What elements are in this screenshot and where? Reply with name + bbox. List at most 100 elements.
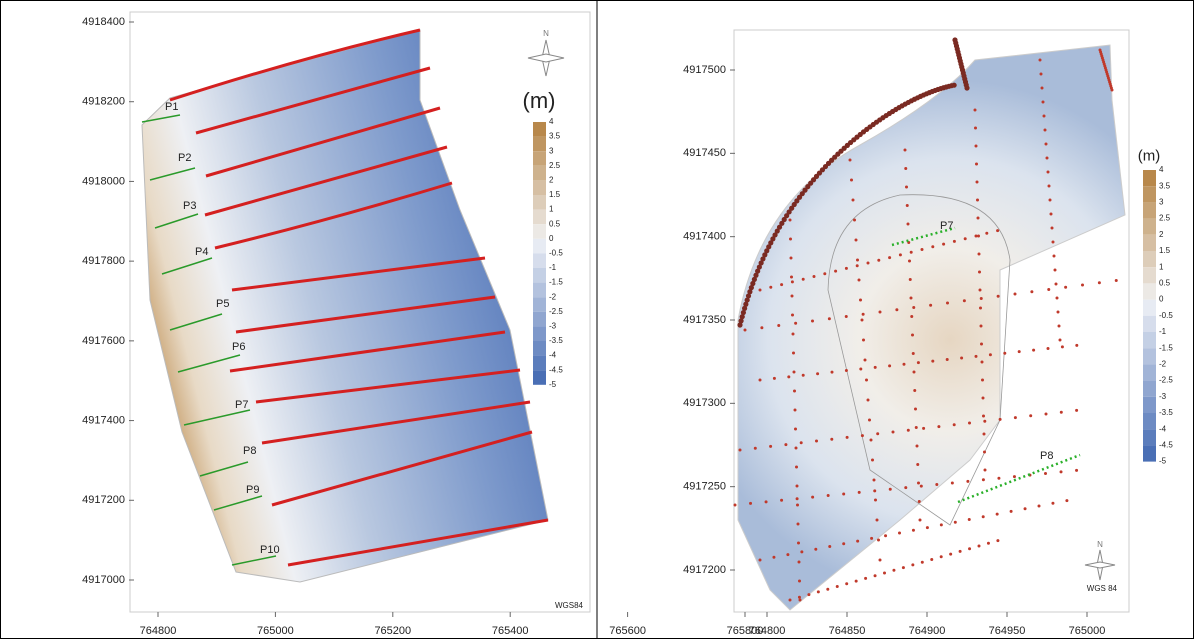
survey-point [978,253,981,256]
legend-label: -1 [1159,327,1167,336]
survey-point [949,553,952,556]
survey-point [1052,241,1055,244]
survey-point [888,364,891,367]
legend-label: 3 [549,146,554,155]
survey-point [749,502,752,505]
legend-label: -5 [549,380,557,389]
survey-point [842,492,845,495]
survey-point [759,379,762,382]
legend-label: 0 [1159,295,1164,304]
survey-point [790,257,793,260]
profile-label: P1 [165,101,178,113]
survey-point [855,239,858,242]
legend-swatch [533,326,546,341]
survey-point [937,425,940,428]
survey-point [918,500,921,503]
survey-point [802,374,805,377]
survey-point [974,109,977,112]
survey-point [856,259,859,262]
survey-point [845,369,848,372]
survey-point [813,275,816,278]
survey-point [914,408,917,411]
survey-point [1060,470,1063,473]
x-tick-label: 764900 [909,625,946,637]
survey-point [922,427,925,430]
survey-point [926,526,929,529]
legend-swatch [1143,267,1156,283]
survey-point [1044,472,1047,475]
legend-title: (m) [523,88,556,113]
legend-label: -2.5 [549,307,563,316]
survey-point [1055,283,1058,286]
profile-label: P4 [195,246,208,258]
survey-point [1024,507,1027,510]
legend-label: 2 [1159,230,1164,239]
survey-point [904,149,907,152]
survey-point [911,334,914,337]
profile-label: P9 [246,484,259,496]
survey-point [1010,510,1013,513]
survey-point [946,358,949,361]
legend-label: 1.5 [1159,246,1171,255]
survey-point [906,204,909,207]
profile-label: P5 [216,298,229,310]
legend-label: -3 [549,322,557,331]
survey-point [1060,411,1063,414]
survey-point [772,556,775,559]
survey-point [917,361,920,364]
survey-point [895,308,898,311]
legend-label: 2.5 [549,161,561,170]
survey-point [982,415,985,418]
survey-point [913,371,916,374]
survey-point [874,499,877,502]
survey-point [1115,279,1118,282]
legend-label: -5 [1159,457,1167,466]
profile-label: P10 [260,544,280,556]
x-tick-label: 764800 [140,625,177,637]
legend-swatch [533,166,546,181]
legend-swatch [1143,397,1156,413]
survey-point [1049,199,1052,202]
survey-point [867,399,870,402]
survey-point [963,299,966,302]
survey-point [935,483,938,486]
survey-point [830,438,833,441]
coast-point [952,83,957,88]
legend-label: -3 [1159,392,1167,401]
legend-label: 4 [549,117,554,126]
legend-swatch [1143,186,1156,202]
survey-point [977,217,980,220]
survey-point [1111,89,1114,92]
right-map [734,30,1130,612]
survey-point [975,355,978,358]
legend-label: 0 [549,234,554,243]
survey-point [975,145,978,148]
survey-point [911,563,914,566]
survey-point [853,219,856,222]
survey-point [861,434,864,437]
x-tick-label: 764950 [989,625,1026,637]
left-map [130,12,590,612]
survey-point [1054,269,1057,272]
survey-point [984,469,987,472]
survey-point [982,478,985,481]
survey-point [983,420,986,423]
legend-swatch [1143,413,1156,429]
survey-point [802,278,805,281]
profile-label: P3 [183,200,196,212]
survey-point [877,259,880,262]
legend-label: -2 [549,292,557,301]
profile-label: P7 [940,220,953,232]
survey-point [796,497,799,500]
legend-swatch [1143,170,1156,186]
survey-point [858,491,861,494]
survey-point [959,550,962,553]
survey-point [862,313,865,316]
north-label: N [543,29,549,38]
survey-point [976,181,979,184]
survey-point [907,429,910,432]
survey-point [977,235,980,238]
survey-point [792,333,795,336]
survey-point [980,325,983,328]
legend-swatch [1143,316,1156,332]
